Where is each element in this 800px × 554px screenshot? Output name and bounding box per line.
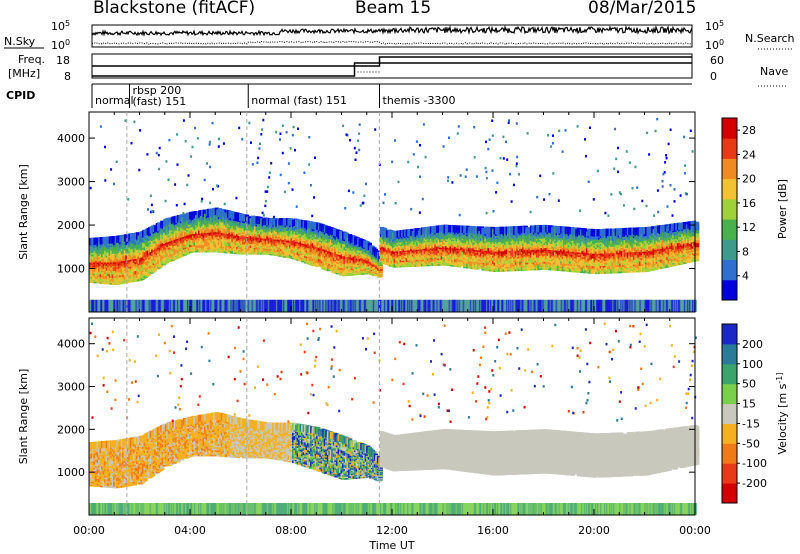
nsearch-label: N.Search [745, 32, 795, 45]
cpid-label-3: themis -3300 [383, 94, 456, 107]
nsearch-tick-top: 105 [705, 19, 724, 33]
nave-tick-bottom: 0 [710, 70, 717, 83]
freq-unit-label: [MHz] [8, 67, 40, 80]
cpid-label-1-line2: (fast) 151 [133, 95, 187, 108]
nsky-tick-bottom: 100 [51, 38, 70, 52]
freq-label: Freq. [18, 53, 45, 66]
freq-tick-bottom: 8 [64, 70, 71, 83]
nsearch-tick-bottom: 100 [705, 38, 724, 52]
nave-tick-top: 60 [710, 54, 724, 67]
nsearch-trace [92, 41, 692, 44]
nsky-tick-top: 105 [51, 19, 70, 33]
nave-label: Nave [760, 65, 788, 78]
nsky-label: N.Sky [4, 35, 36, 48]
cpid-label: CPID [6, 89, 35, 102]
power-scatter [89, 118, 699, 312]
cpid-label-2: normal (fast) 151 [251, 94, 347, 107]
freq-tick-top: 18 [56, 54, 70, 67]
nsky-trace [92, 27, 692, 35]
freq-trace [92, 63, 692, 76]
nave-trace [92, 57, 692, 66]
cpid-label-0: normal [95, 94, 134, 107]
